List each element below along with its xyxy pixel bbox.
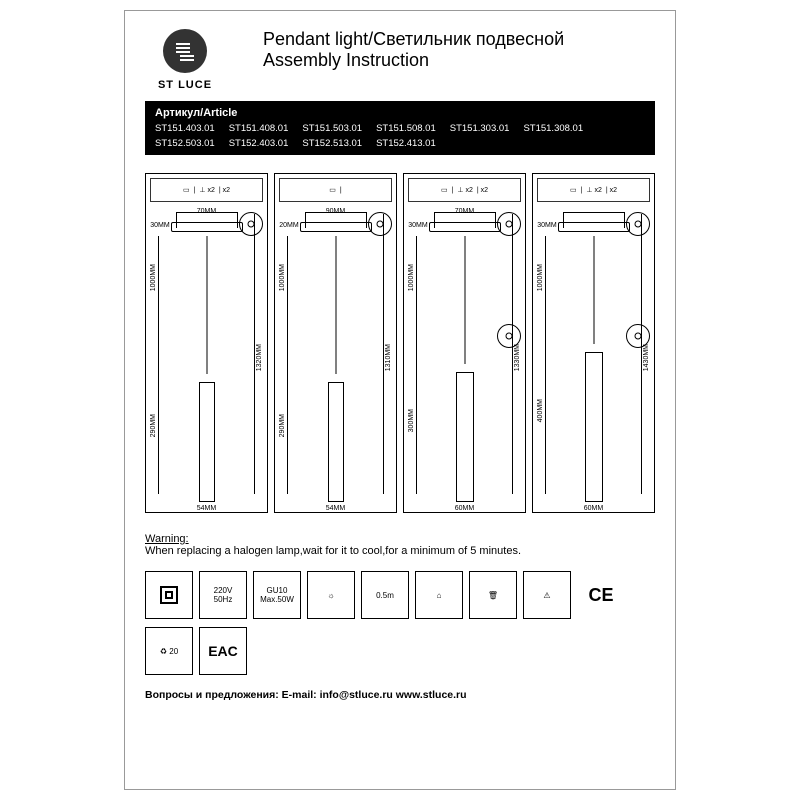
footer-contact: Вопросы и предложения: E-mail: info@stlu… xyxy=(145,689,655,701)
assembly-panel: ▭|90MM20MM1000MM290MM1310MM54MM xyxy=(274,173,397,513)
cable xyxy=(464,236,465,364)
title-line-2: Assembly Instruction xyxy=(263,50,655,71)
warning-block: Warning: When replacing a halogen lamp,w… xyxy=(145,533,655,557)
article-code: ST151.408.01 xyxy=(229,123,289,134)
logo-block: ST LUCE xyxy=(145,29,225,91)
article-code: ST151.508.01 xyxy=(376,123,436,134)
dim-tube-h: 300MM xyxy=(408,409,415,432)
dim-tube-w: 54MM xyxy=(275,505,396,512)
spec-icon: ⌂ xyxy=(415,571,463,619)
spec-icon xyxy=(145,571,193,619)
cable xyxy=(593,236,594,344)
assembly-panel: ▭|⊥ x2| x2 30MM 1000MM 400MM 1430MM 60MM xyxy=(532,173,655,513)
dim-total: 1430MM xyxy=(643,344,650,371)
spec-icon: GU10 Max.50W xyxy=(253,571,301,619)
diagram-panels: ▭|⊥ x2| x270MM30MM1000MM290MM1320MM54MM▭… xyxy=(145,173,655,513)
dim-tube-h: 290MM xyxy=(279,414,286,437)
icon-row-2: ♻ 20EAC xyxy=(145,627,655,675)
detail-callout xyxy=(239,212,263,236)
dim-cable: 1000MM xyxy=(408,264,415,291)
lamp-tube xyxy=(456,372,474,502)
brand-name: ST LUCE xyxy=(145,79,225,91)
article-code: ST151.308.01 xyxy=(523,123,583,134)
spec-icon: 🗑 xyxy=(469,571,517,619)
cable xyxy=(335,236,336,374)
lamp-tube xyxy=(328,382,344,502)
parts-box: ▭|⊥ x2| x2 xyxy=(537,178,650,202)
dim-total: 1330MM xyxy=(514,344,521,371)
detail-callout xyxy=(368,212,392,236)
article-code: ST152.413.01 xyxy=(376,138,436,149)
dim-cable: 1000MM xyxy=(279,264,286,291)
spec-icon: 220V 50Hz xyxy=(199,571,247,619)
dim-tube-h: 290MM xyxy=(150,414,157,437)
spec-icon: ☼ xyxy=(307,571,355,619)
dim-total: 1310MM xyxy=(385,344,392,371)
article-code: ST151.503.01 xyxy=(302,123,362,134)
instruction-sheet: ST LUCE Pendant light/Светильник подвесн… xyxy=(124,10,676,790)
header: ST LUCE Pendant light/Светильник подвесн… xyxy=(145,29,655,91)
lamp-tube xyxy=(585,352,603,502)
icon-row-1: 220V 50HzGU10 Max.50W☼0.5m⌂🗑⚠CE xyxy=(145,571,655,619)
logo-icon xyxy=(163,29,207,73)
spec-icon: ⚠ xyxy=(523,571,571,619)
dim-tube-w: 60MM xyxy=(404,505,525,512)
warning-label: Warning: xyxy=(145,533,189,545)
parts-box: ▭| xyxy=(279,178,392,202)
article-code: ST152.513.01 xyxy=(302,138,362,149)
dim-cable: 1000MM xyxy=(537,264,544,291)
dim-tube-w: 54MM xyxy=(146,505,267,512)
article-code: ST151.303.01 xyxy=(450,123,510,134)
article-code: ST152.503.01 xyxy=(155,138,215,149)
dim-bracket-offset: 30MM xyxy=(406,222,430,229)
dim-bracket-offset: 30MM xyxy=(148,222,172,229)
spec-icon: 0.5m xyxy=(361,571,409,619)
dim-total: 1320MM xyxy=(256,344,263,371)
article-code: ST152.403.01 xyxy=(229,138,289,149)
parts-box: ▭|⊥ x2| x2 xyxy=(408,178,521,202)
spec-icon: EAC xyxy=(199,627,247,675)
detail-callout xyxy=(626,212,650,236)
spec-icon: ♻ 20 xyxy=(145,627,193,675)
dim-cable: 1000MM xyxy=(150,264,157,291)
title-line-1: Pendant light/Светильник подвесной xyxy=(263,29,655,50)
assembly-panel: ▭|⊥ x2| x270MM30MM1000MM300MM1330MM60MM xyxy=(403,173,526,513)
spec-icon: CE xyxy=(577,571,625,619)
article-code: ST151.403.01 xyxy=(155,123,215,134)
dim-tube-h: 400MM xyxy=(537,399,544,422)
article-bar: Артикул/Article ST151.403.01 ST151.408.01… xyxy=(145,101,655,155)
lamp-tube xyxy=(199,382,215,502)
dim-tube-w: 60MM xyxy=(533,505,654,512)
dim-bracket-offset: 20MM xyxy=(277,222,301,229)
warning-text: When replacing a halogen lamp,wait for i… xyxy=(145,545,521,557)
cable xyxy=(206,236,207,374)
article-header: Артикул/Article xyxy=(155,107,645,119)
article-list: ST151.403.01 ST151.408.01 ST151.503.01 ST15… xyxy=(155,123,645,149)
detail-callout xyxy=(497,212,521,236)
parts-box: ▭|⊥ x2| x2 xyxy=(150,178,263,202)
assembly-panel: ▭|⊥ x2| x270MM30MM1000MM290MM1320MM54MM xyxy=(145,173,268,513)
dim-bracket-offset: 30MM xyxy=(535,222,559,229)
ceiling-bracket xyxy=(563,212,625,228)
title-block: Pendant light/Светильник подвесной Assem… xyxy=(243,29,655,71)
